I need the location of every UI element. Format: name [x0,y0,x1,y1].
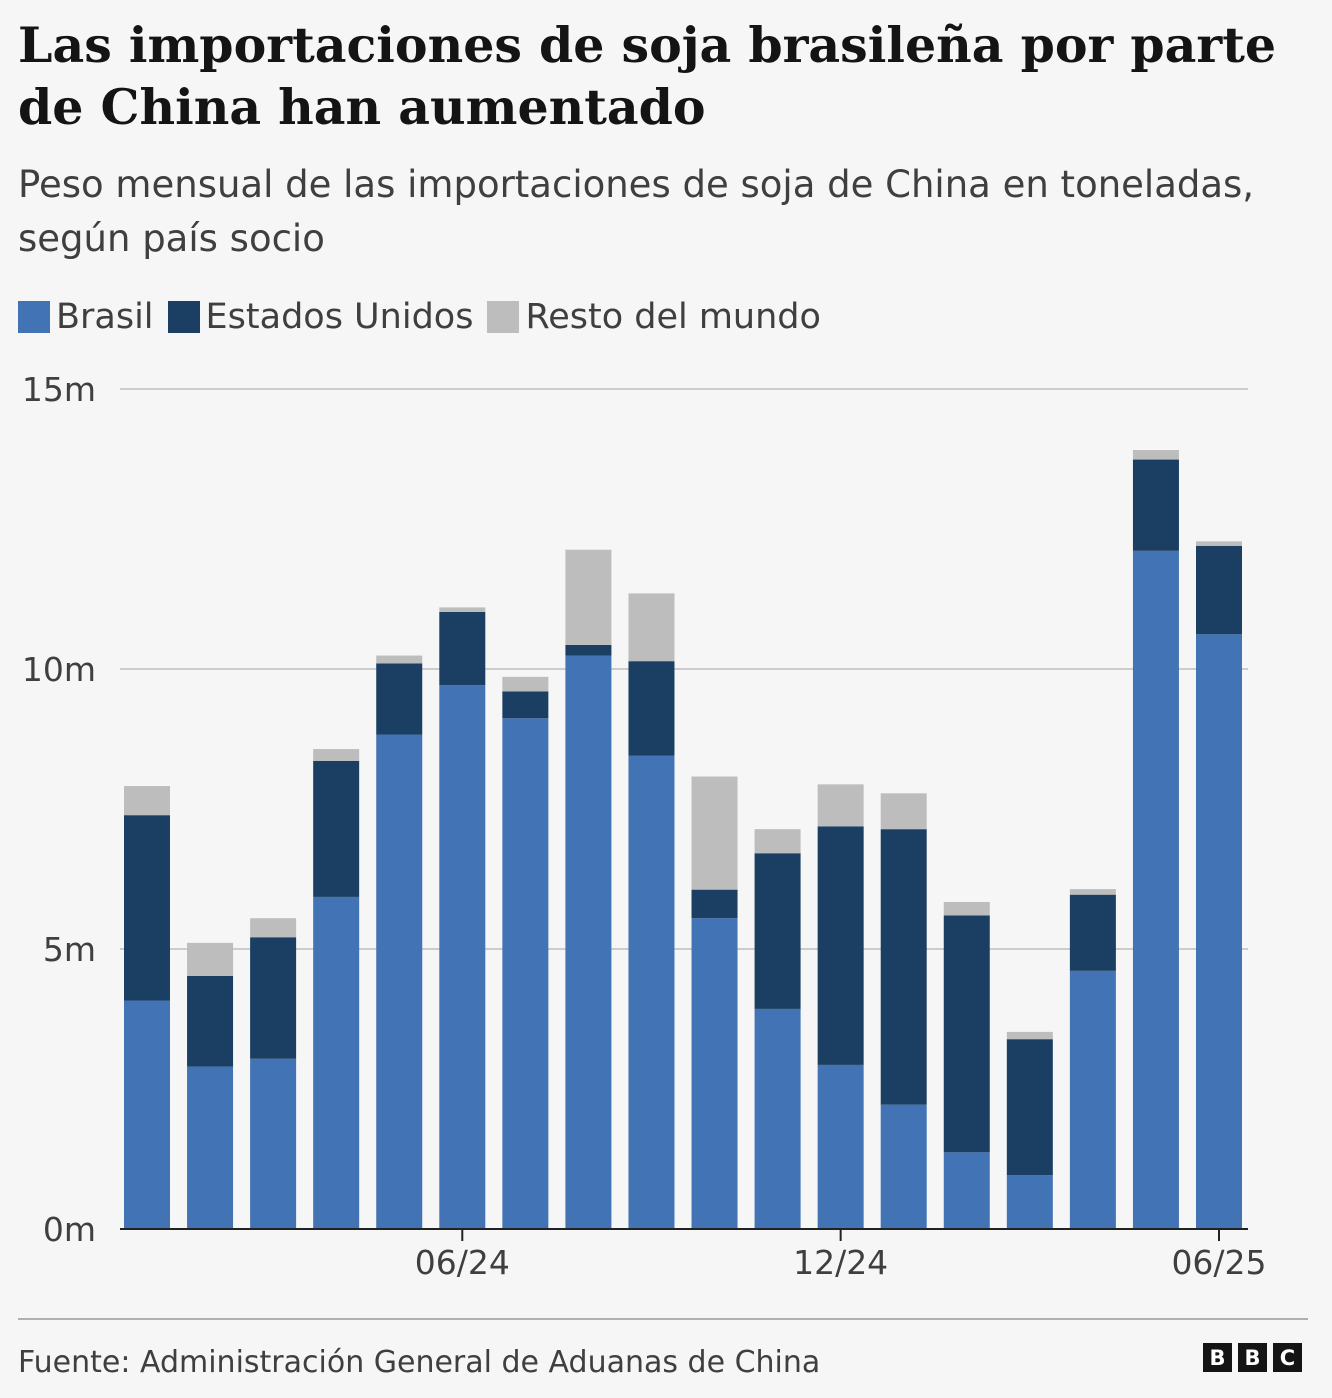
bar-segment-brasil [1132,550,1179,1229]
bar-segment-resto-del-mundo [502,676,549,692]
bar-segment-brasil [439,685,486,1229]
bar-segment-brasil [1006,1175,1053,1229]
legend-label-brasil: Brasil [56,297,154,337]
bar-segment-estados-unidos [1132,459,1179,551]
bar-segment-brasil [187,1066,234,1229]
bar-segment-resto-del-mundo [1196,541,1242,546]
bar-segment-estados-unidos [124,815,170,1001]
bar-segment-brasil [880,1104,927,1229]
footer-divider [18,1318,1308,1320]
y-tick-label: 0m [43,1210,96,1249]
bar-segment-estados-unidos [565,644,612,656]
bar-segment-resto-del-mundo [1132,450,1179,460]
bar-segment-estados-unidos [691,889,738,919]
bar-segment-brasil [1069,970,1116,1229]
bar-segment-brasil [376,734,423,1229]
bar-segment-brasil [943,1152,990,1229]
bar-segment-resto-del-mundo [691,776,738,890]
bar-segment-brasil [628,755,675,1229]
bar-segment-estados-unidos [1196,545,1242,635]
bar-segment-resto-del-mundo [250,918,297,938]
legend-label-resto-del-mundo: Resto del mundo [525,297,821,337]
bbc-logo-letter: B [1238,1343,1267,1372]
chart-subtitle: Peso mensual de las importaciones de soj… [18,163,1255,260]
bbc-logo-letter: B [1203,1343,1232,1372]
bar-segment-estados-unidos [943,915,990,1153]
legend: Brasil Estados Unidos Resto del mundo [18,292,835,342]
bar-segment-resto-del-mundo [943,901,990,916]
bar-segment-estados-unidos [880,829,927,1105]
bar-segment-estados-unidos [376,663,423,735]
bar-segment-resto-del-mundo [1006,1031,1053,1040]
bar-segment-resto-del-mundo [187,942,234,976]
bar-segment-brasil [817,1064,864,1229]
bar-segment-brasil [502,718,549,1229]
legend-item-resto-del-mundo: Resto del mundo [487,297,821,337]
bar-segment-resto-del-mundo [124,786,170,816]
bar-segment-resto-del-mundo [628,593,675,662]
chart-title: Las importaciones de soja brasileña por … [18,16,1277,136]
bar-segment-estados-unidos [628,661,675,756]
bar-segment-brasil [313,896,360,1229]
bar-segment-resto-del-mundo [1069,889,1116,895]
y-tick-label: 5m [43,930,96,969]
bar-segment-estados-unidos [502,691,549,719]
bar-segment-estados-unidos [187,975,234,1067]
legend-swatch-estados-unidos [167,301,200,333]
legend-label-estados-unidos: Estados Unidos [205,297,474,337]
bar-segment-resto-del-mundo [817,784,864,827]
legend-item-brasil: Brasil [18,297,154,337]
bar-segment-estados-unidos [439,611,486,686]
bar-segment-brasil [754,1008,801,1229]
legend-swatch-brasil [18,301,50,333]
legend-swatch-resto-del-mundo [487,301,520,333]
bar-segment-resto-del-mundo [313,749,360,761]
bar-segment-resto-del-mundo [565,549,612,645]
bar-segment-brasil [250,1058,297,1229]
bar-segment-brasil [565,655,612,1229]
bar-segment-resto-del-mundo [754,829,801,854]
stacked-bar-chart: 0m 5m 10m 15m 06/24 12/24 06/25 [22,370,1267,1282]
bar-segment-estados-unidos [250,937,297,1059]
legend-item-estados-unidos: Estados Unidos [167,297,474,337]
source-note: Fuente: Administración General de Aduana… [18,1345,821,1380]
bar-segment-estados-unidos [817,826,864,1065]
bbc-logo: B B C [1203,1343,1302,1372]
bar-segment-resto-del-mundo [439,607,486,612]
bar-segment-brasil [1196,634,1242,1229]
bar-segment-brasil [691,918,738,1229]
bar-segment-estados-unidos [754,853,801,1009]
bar-segment-resto-del-mundo [880,793,927,830]
bar-segment-estados-unidos [313,760,360,897]
bar-segment-resto-del-mundo [376,655,423,664]
bar-segment-estados-unidos [1069,894,1116,971]
bar-segment-brasil [124,1000,170,1229]
bbc-logo-letter: C [1273,1343,1302,1372]
bar-segment-estados-unidos [1006,1039,1053,1176]
x-tick-label: 06/24 [415,1243,510,1282]
y-tick-label: 10m [22,650,96,689]
x-tick-label: 06/25 [1171,1243,1266,1282]
x-tick-label: 12/24 [793,1243,888,1282]
y-tick-label: 15m [22,370,96,409]
